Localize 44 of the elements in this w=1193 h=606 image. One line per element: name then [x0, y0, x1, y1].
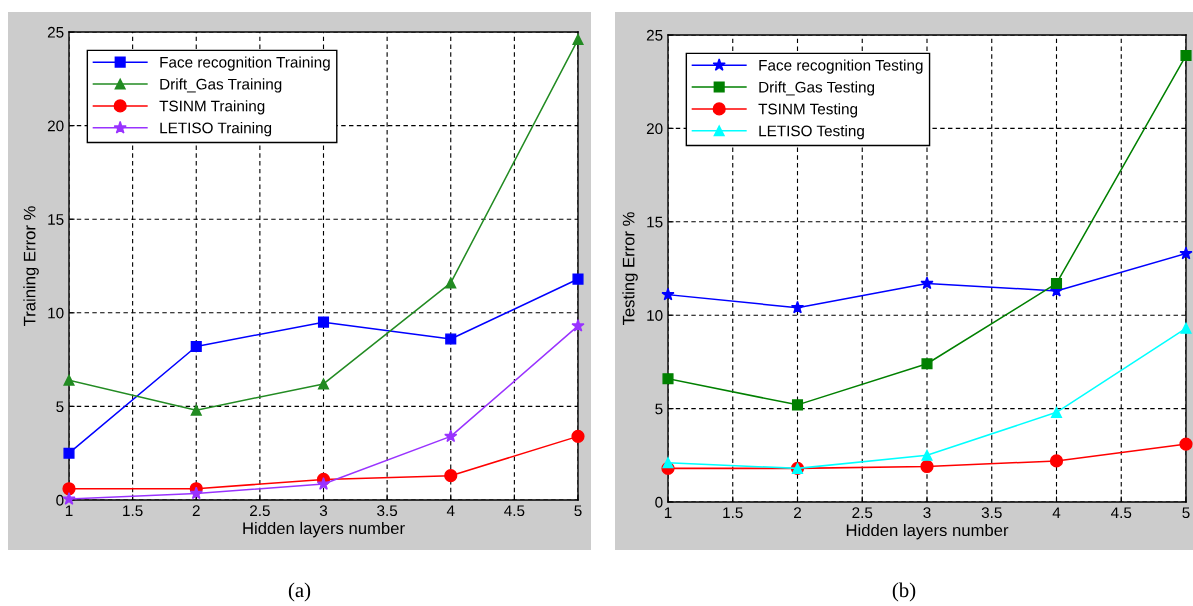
y-tick-label: 20 — [47, 120, 64, 132]
x-tick-label: 1.5 — [723, 507, 743, 519]
x-tick-label: 5 — [1182, 507, 1190, 519]
x-tick-label: 3 — [923, 507, 931, 519]
y-tick-label: 15 — [647, 216, 663, 228]
y-tick-label: 10 — [48, 307, 64, 319]
y-tick-label: 0 — [56, 494, 64, 506]
x-tick-label: 3.5 — [377, 505, 398, 517]
x-tick-label: 2.5 — [852, 507, 873, 519]
y-tick-label: 25 — [646, 29, 663, 41]
x-axis-title: Hidden layers number — [846, 523, 1009, 540]
x-tick-label: 1 — [65, 505, 73, 516]
x-tick-label: 4.5 — [1110, 507, 1132, 519]
y-axis-title: Training Error % — [23, 206, 39, 326]
y-axis-title: Testing Error % — [622, 212, 638, 326]
legend-label: LETISO Training — [160, 122, 272, 137]
legend-label: LETISO Testing — [759, 125, 864, 140]
y-tick-label: 20 — [646, 123, 663, 135]
x-tick-label: 2 — [192, 505, 200, 516]
x-axis-title: Hidden layers number — [243, 521, 405, 538]
x-tick-label: 1 — [664, 507, 672, 518]
x-tick-label: 5 — [574, 505, 582, 517]
x-tick-label: 4 — [446, 505, 455, 516]
y-tick-label: 10 — [647, 310, 663, 321]
y-tick-label: 15 — [48, 214, 64, 225]
x-tick-label: 3 — [319, 505, 328, 517]
text: (b) — [892, 582, 916, 602]
x-tick-label: 2 — [794, 507, 801, 518]
y-tick-label: 0 — [655, 496, 663, 508]
legend-label: Drift_Gas Testing — [759, 81, 875, 96]
legend-label: Drift_Gas Training — [160, 78, 282, 93]
x-tick-label: 2.5 — [250, 505, 270, 517]
x-tick-label: 4 — [1052, 507, 1061, 518]
y-tick-label: 5 — [56, 401, 64, 413]
x-tick-label: 1.5 — [123, 505, 143, 517]
legend-label: TSINM Testing — [758, 103, 858, 118]
text: (a) — [288, 582, 311, 602]
x-tick-label: 3.5 — [981, 507, 1002, 519]
legend-label: Face recognition Testing — [759, 59, 923, 74]
legend-label: TSINM Training — [159, 100, 265, 115]
y-tick-label: 5 — [655, 403, 663, 415]
x-tick-label: 4.5 — [504, 505, 525, 517]
legend-label: Face recognition Training — [160, 56, 330, 71]
y-tick-label: 25 — [47, 26, 64, 38]
